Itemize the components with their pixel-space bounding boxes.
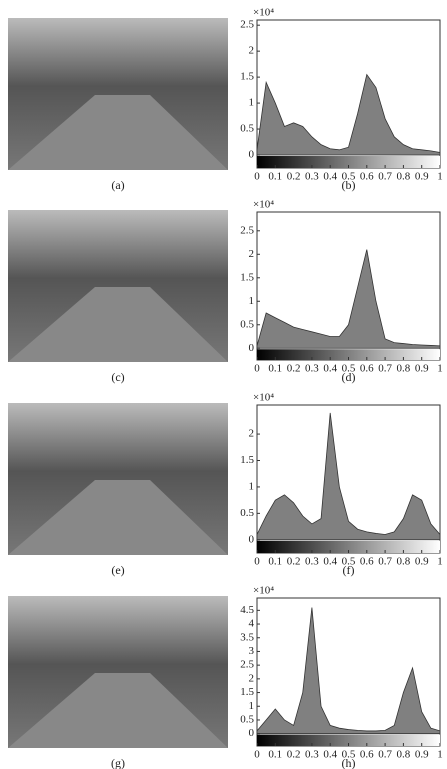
x-tick-label: 0.2 [287,171,301,183]
x-tick-label: 0.9 [415,749,429,761]
x-tick-label: 0.8 [397,363,411,375]
x-tick-label: 0.3 [305,749,319,761]
y-tick-label: 4 [249,618,255,630]
y-tick-label: 1 [249,97,255,109]
y-scale-label: ×10⁴ [253,199,274,211]
x-tick-label: 0.4 [323,363,337,375]
y-tick-label: 0.5 [240,318,254,330]
x-tick-label: 0.6 [360,363,374,375]
y-tick-label: 0 [249,342,255,354]
y-tick-label: 2 [249,45,255,57]
x-tick-label: 0.6 [360,171,374,183]
chart-caption: (d) [342,370,356,384]
x-tick-label: 0 [254,556,260,568]
y-scale-label: ×10⁴ [253,392,274,404]
x-tick-label: 0.8 [397,556,411,568]
photo-caption: (c) [111,370,124,384]
y-tick-label: 1.5 [240,454,254,466]
chart-caption: (h) [342,756,356,769]
figure: (a)(c)(e)(g)00.511.522.500.10.20.30.40.5… [0,0,447,769]
x-tick-label: 0 [254,363,260,375]
x-tick-label: 0 [254,171,260,183]
y-tick-label: 0 [249,533,255,545]
photo-caption: (a) [111,178,124,192]
y-tick-label: 0.5 [240,713,254,725]
x-tick-label: 0.9 [415,171,429,183]
x-tick-label: 0.4 [323,749,337,761]
y-tick-label: 1.5 [240,686,254,698]
y-tick-label: 1 [249,295,255,307]
y-tick-label: 2.5 [240,19,254,31]
x-tick-label: 0.2 [287,363,301,375]
y-tick-label: 1 [249,700,255,712]
x-tick-label: 0.3 [305,363,319,375]
x-tick-label: 1 [437,556,443,568]
y-tick-label: 4.5 [240,604,254,616]
x-tick-label: 0.3 [305,556,319,568]
x-tick-label: 0.1 [268,749,282,761]
y-scale-label: ×10⁴ [253,585,274,597]
chart-caption: (f) [343,563,355,577]
x-tick-label: 0.2 [287,556,301,568]
photo-caption: (e) [111,563,124,577]
chart-caption: (b) [342,178,356,192]
x-tick-label: 0.6 [360,749,374,761]
y-tick-label: 3.5 [240,631,254,643]
x-tick-label: 0.7 [378,363,392,375]
x-tick-label: 0.1 [268,556,282,568]
x-tick-label: 0.1 [268,363,282,375]
y-tick-label: 2 [249,672,255,684]
x-tick-label: 0.8 [397,749,411,761]
y-tick-label: 1 [249,480,255,492]
y-tick-label: 2 [249,248,255,260]
y-scale-label: ×10⁴ [253,7,274,19]
x-tick-label: 1 [437,749,443,761]
y-tick-label: 2.5 [240,224,254,236]
x-tick-label: 0.7 [378,749,392,761]
y-tick-label: 1.5 [240,271,254,283]
x-tick-label: 0.3 [305,171,319,183]
y-tick-label: 2 [249,428,255,440]
y-tick-label: 0.5 [240,507,254,519]
x-tick-label: 0 [254,749,260,761]
x-tick-label: 0.1 [268,171,282,183]
y-tick-label: 3 [249,645,255,657]
x-tick-label: 1 [437,171,443,183]
x-tick-label: 0.9 [415,363,429,375]
y-tick-label: 0.5 [240,123,254,135]
x-tick-label: 0.8 [397,171,411,183]
x-tick-label: 0.7 [378,556,392,568]
y-tick-label: 0 [249,149,255,161]
x-tick-label: 0.4 [323,171,337,183]
y-tick-label: 1.5 [240,71,254,83]
x-tick-label: 0.6 [360,556,374,568]
x-tick-label: 0.7 [378,171,392,183]
x-tick-label: 0.2 [287,749,301,761]
x-tick-label: 0.4 [323,556,337,568]
photo-caption: (g) [111,756,125,769]
x-tick-label: 0.9 [415,556,429,568]
y-tick-label: 0 [249,727,255,739]
y-tick-label: 2.5 [240,659,254,671]
x-tick-label: 1 [437,363,443,375]
